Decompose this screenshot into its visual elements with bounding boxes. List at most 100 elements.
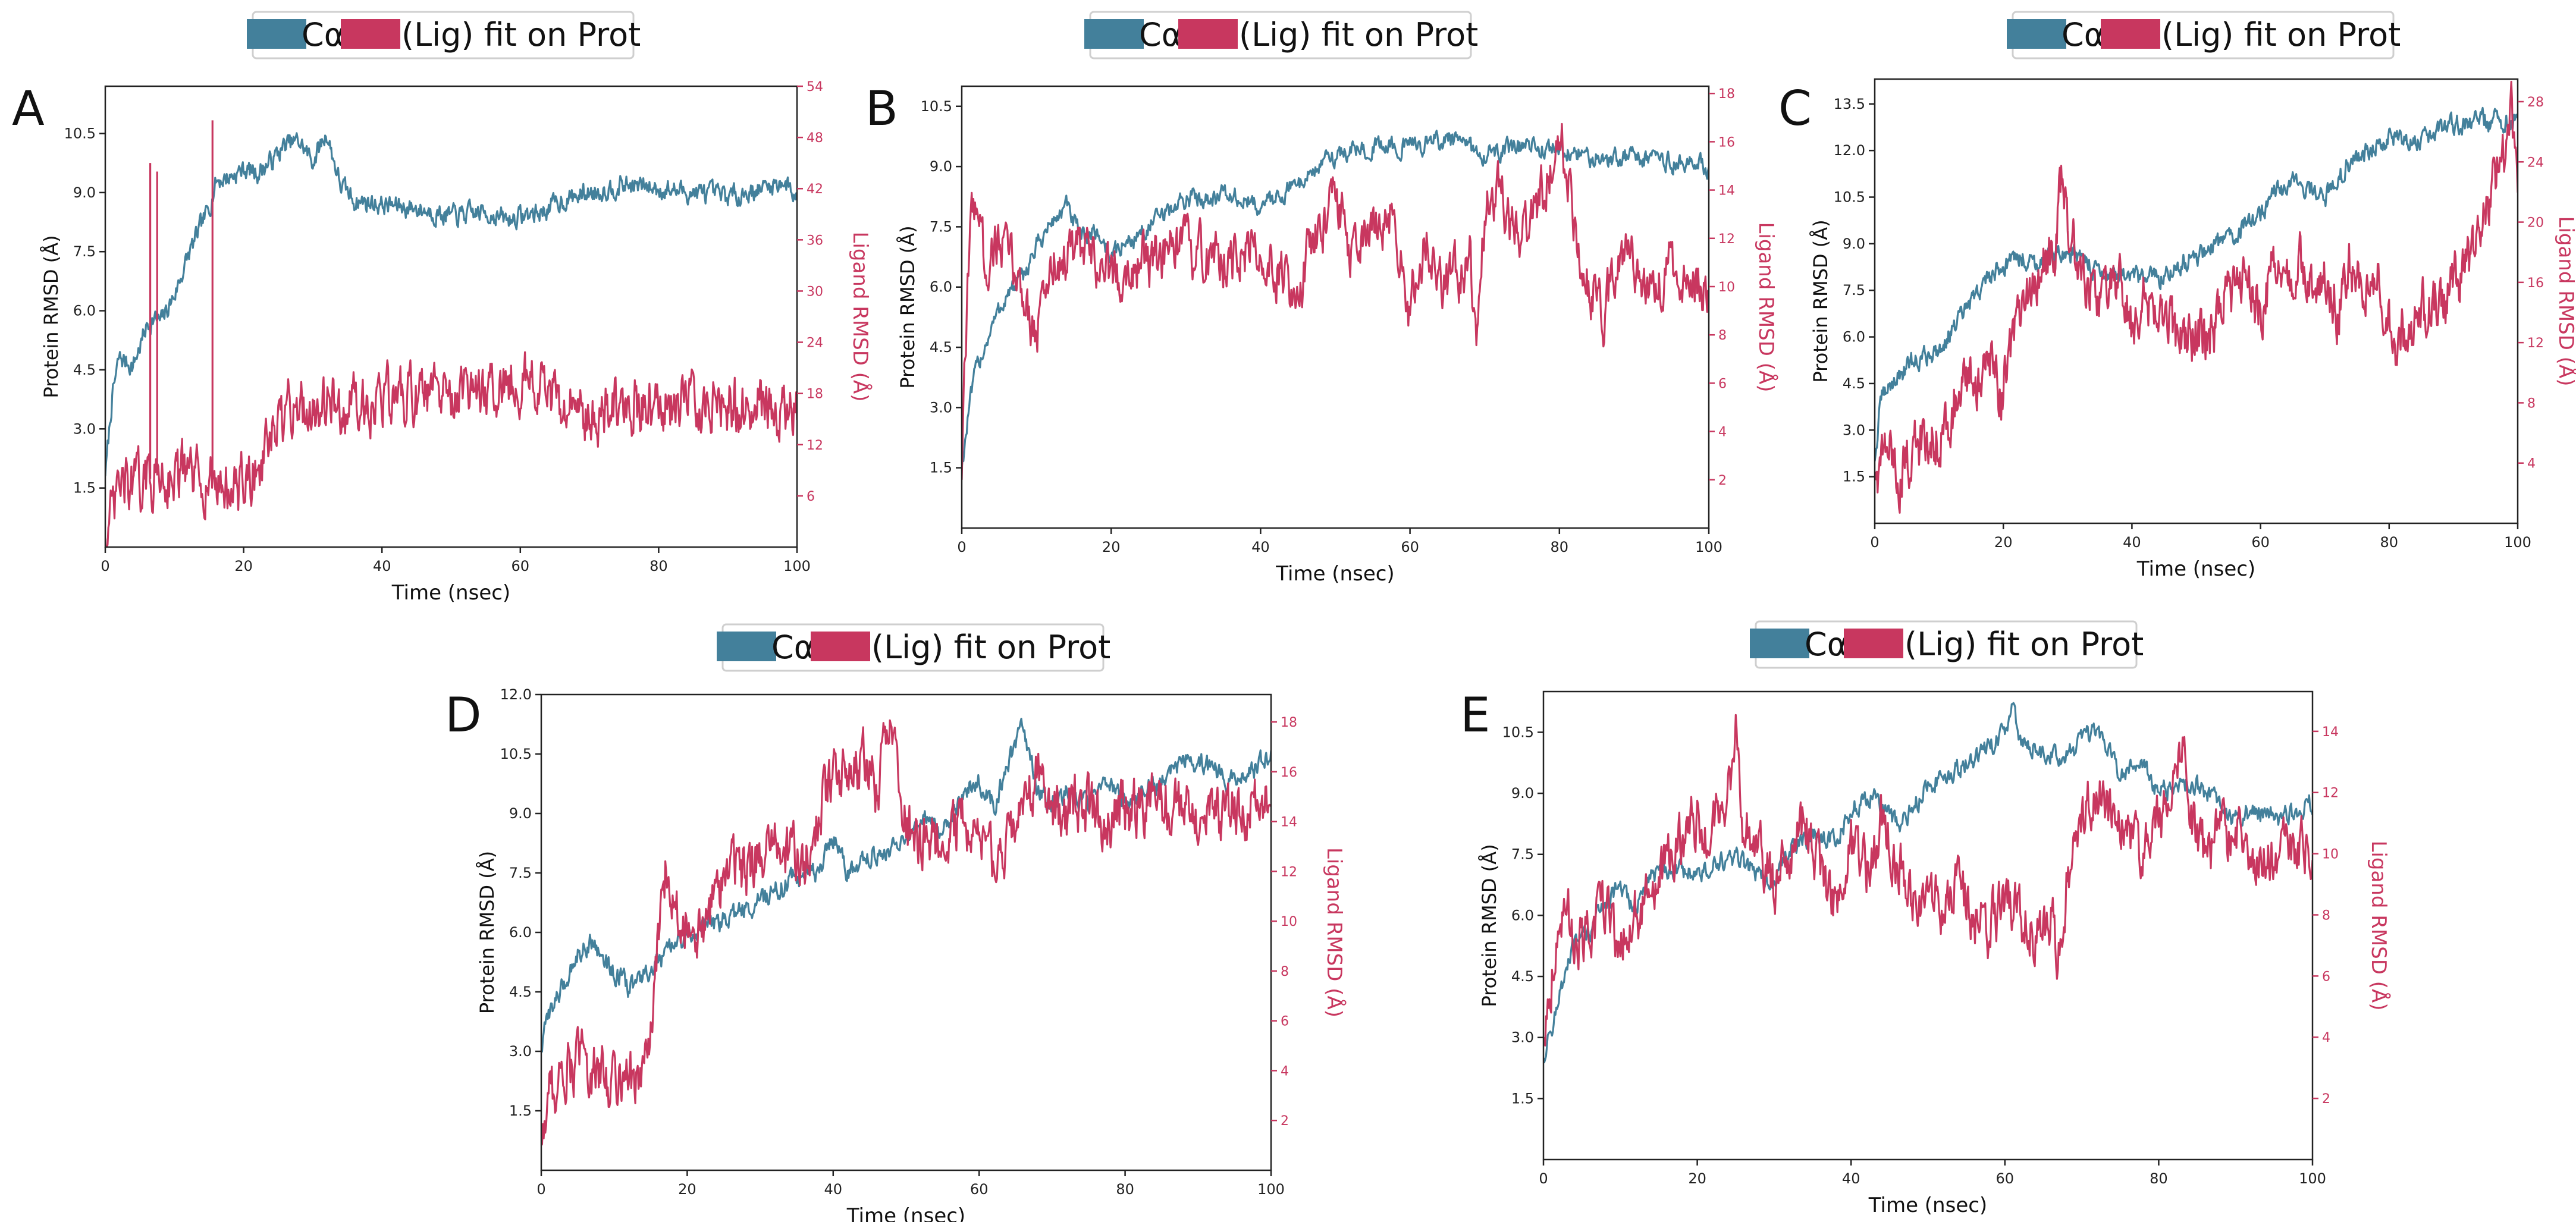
panel-label: B xyxy=(865,81,898,136)
chart-panel-A: Cα (Lig) fit on Prot A 0 20 40 60 80 100 Time (ns… xyxy=(12,11,873,605)
x-tick-label: 80 xyxy=(650,558,668,574)
y-left-axis-label: Protein RMSD (Å) xyxy=(1478,844,1501,1007)
y-left-tick-label: 10.5 xyxy=(1834,189,1865,206)
y-right-tick-label: 10 xyxy=(1718,280,1735,295)
chart-panel-C: Cα (Lig) fit on Prot C 0 20 40 60 80 100 Time (ns… xyxy=(1778,11,2576,581)
x-tick-label: 40 xyxy=(1251,539,1270,555)
y-right-tick-label: 18 xyxy=(807,387,823,402)
y-left-tick-label: 9.0 xyxy=(509,805,532,822)
x-tick-label: 100 xyxy=(1257,1181,1285,1198)
x-axis-label: Time (nsec) xyxy=(1275,562,1394,586)
x-tick-label: 20 xyxy=(1102,539,1121,555)
y-right-tick-label: 6 xyxy=(1718,376,1727,391)
y-right-tick-label: 8 xyxy=(1281,965,1289,979)
chart-panel-D: Cα (Lig) fit on Prot D 0 20 40 60 80 100 Time (ns… xyxy=(445,623,1347,1222)
panel-label: E xyxy=(1460,687,1491,743)
series-protein-rmsd xyxy=(1875,106,2518,461)
y-right-tick-label: 28 xyxy=(2527,95,2544,110)
y-left-tick-label: 12.0 xyxy=(500,686,532,703)
y-right-tick-label: 20 xyxy=(2527,216,2544,231)
legend-swatch-ligand xyxy=(1844,629,1903,658)
y-left-tick-label: 4.5 xyxy=(509,984,532,1000)
y-right-tick-label: 10 xyxy=(2322,847,2339,862)
y-right-axis-label: Ligand RMSD (Å) xyxy=(1754,222,1778,392)
y-right-tick-label: 12 xyxy=(1718,232,1735,247)
y-left-tick-label: 7.5 xyxy=(930,218,952,235)
series-ligand-rmsd xyxy=(1543,714,2313,1047)
x-tick-label: 80 xyxy=(2380,534,2399,551)
x-tick-label: 0 xyxy=(536,1181,545,1198)
y-right-tick-label: 12 xyxy=(807,438,823,453)
y-left-tick-label: 12.0 xyxy=(1834,142,1865,159)
y-right-tick-label: 36 xyxy=(807,233,823,248)
legend-swatch-protein xyxy=(247,19,306,49)
y-right-tick-label: 14 xyxy=(2322,725,2339,740)
x-tick-label: 60 xyxy=(512,558,530,574)
y-left-tick-label: 1.5 xyxy=(930,460,952,476)
x-tick-label: 0 xyxy=(957,539,966,555)
y-left-tick-label: 6.0 xyxy=(1511,907,1534,923)
x-axis-label: Time (nsec) xyxy=(846,1204,965,1222)
y-left-tick-label: 10.5 xyxy=(1502,724,1534,740)
y-left-tick-label: 1.5 xyxy=(73,480,96,497)
plot-frame xyxy=(1874,78,2519,524)
x-tick-label: 60 xyxy=(1401,539,1419,555)
y-left-tick-label: 10.5 xyxy=(921,98,952,115)
x-tick-label: 20 xyxy=(234,558,253,574)
y-right-tick-label: 4 xyxy=(2527,457,2536,472)
legend-swatch-ligand xyxy=(2101,19,2160,49)
legend: Cα (Lig) fit on Prot xyxy=(247,11,641,59)
y-right-axis-label: Ligand RMSD (Å) xyxy=(848,231,873,401)
legend: Cα (Lig) fit on Prot xyxy=(1084,11,1478,59)
y-left-axis-label: Protein RMSD (Å) xyxy=(1809,219,1832,382)
x-tick-label: 60 xyxy=(2251,534,2270,551)
y-right-tick-label: 4 xyxy=(1281,1064,1289,1079)
legend-label-protein: Cα xyxy=(1805,626,1848,663)
y-left-tick-label: 4.5 xyxy=(73,362,96,378)
legend-label-ligand: (Lig) fit on Prot xyxy=(871,629,1110,666)
y-left-tick-label: 4.5 xyxy=(1843,375,1865,392)
x-tick-label: 100 xyxy=(2504,534,2531,551)
y-left-tick-label: 4.5 xyxy=(930,339,952,356)
plot-frame xyxy=(1542,690,2314,1161)
plot-frame xyxy=(104,85,798,548)
legend-label-ligand: (Lig) fit on Prot xyxy=(2161,16,2401,54)
x-axis-label: Time (nsec) xyxy=(2136,557,2255,581)
x-tick-label: 40 xyxy=(824,1181,843,1198)
x-tick-label: 80 xyxy=(1551,539,1569,555)
series-protein-rmsd xyxy=(1543,702,2313,1064)
y-right-tick-label: 18 xyxy=(1718,87,1735,102)
y-left-tick-label: 3.0 xyxy=(1511,1029,1534,1046)
y-left-tick-label: 10.5 xyxy=(64,125,96,142)
y-left-tick-label: 1.5 xyxy=(509,1102,532,1119)
legend-swatch-ligand xyxy=(341,19,400,49)
y-right-tick-label: 6 xyxy=(2322,969,2330,984)
x-tick-label: 100 xyxy=(1695,539,1722,555)
y-right-tick-label: 14 xyxy=(1281,815,1297,830)
legend-label-ligand: (Lig) fit on Prot xyxy=(1904,626,2144,663)
chart-panel-B: Cα (Lig) fit on Prot B 0 20 40 60 80 100 Time (ns… xyxy=(865,11,1778,586)
y-right-tick-label: 6 xyxy=(1281,1014,1289,1029)
y-right-tick-label: 12 xyxy=(2527,336,2544,351)
y-left-tick-label: 6.0 xyxy=(1843,329,1865,345)
y-right-tick-label: 8 xyxy=(1718,328,1727,343)
legend-label-ligand: (Lig) fit on Prot xyxy=(401,16,641,54)
legend-swatch-protein xyxy=(717,632,776,661)
y-right-tick-label: 2 xyxy=(2322,1092,2330,1107)
legend-swatch-protein xyxy=(2007,19,2066,49)
x-tick-label: 40 xyxy=(1842,1170,1860,1187)
y-left-tick-label: 9.0 xyxy=(73,184,96,201)
series-ligand-rmsd xyxy=(962,122,1709,480)
series-protein-rmsd xyxy=(541,718,1271,1053)
y-right-tick-label: 14 xyxy=(1718,184,1735,199)
series-ligand-rmsd xyxy=(1875,80,2518,514)
legend: Cα (Lig) fit on Prot xyxy=(717,623,1110,672)
y-left-tick-label: 6.0 xyxy=(509,924,532,941)
y-right-tick-label: 30 xyxy=(807,284,823,299)
y-right-tick-label: 48 xyxy=(807,131,823,146)
x-tick-label: 20 xyxy=(1994,534,2013,551)
y-right-tick-label: 16 xyxy=(2527,276,2544,291)
series-ligand-rmsd xyxy=(105,351,797,547)
panel-label: C xyxy=(1778,81,1812,136)
